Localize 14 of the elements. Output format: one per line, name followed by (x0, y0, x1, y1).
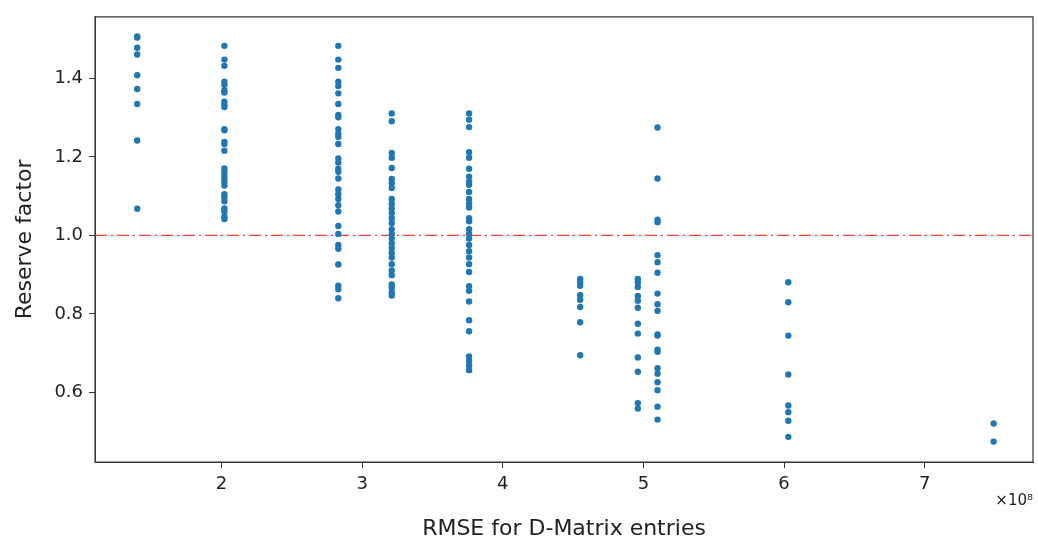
x-tick-label: 5 (637, 472, 650, 494)
y-tick-label: 0.6 (54, 380, 84, 402)
y-tick-label: 0.8 (54, 301, 84, 323)
y-tick-label: 1.4 (54, 66, 84, 88)
text: ×10⁸ (995, 491, 1033, 510)
y-tick-label: 1.0 (54, 223, 84, 245)
y-tick-label: 1.2 (54, 144, 84, 166)
x-tick-label: 2 (215, 472, 228, 494)
x-tick-label: 6 (778, 472, 790, 494)
x-tick-label: 7 (918, 472, 931, 494)
x-tick-label: 3 (356, 472, 368, 494)
y-axis-title: Reserve factor (10, 158, 36, 320)
x-tick-label: 4 (497, 472, 509, 494)
x-axis-title: RMSE for D-Matrix entries (422, 514, 706, 540)
